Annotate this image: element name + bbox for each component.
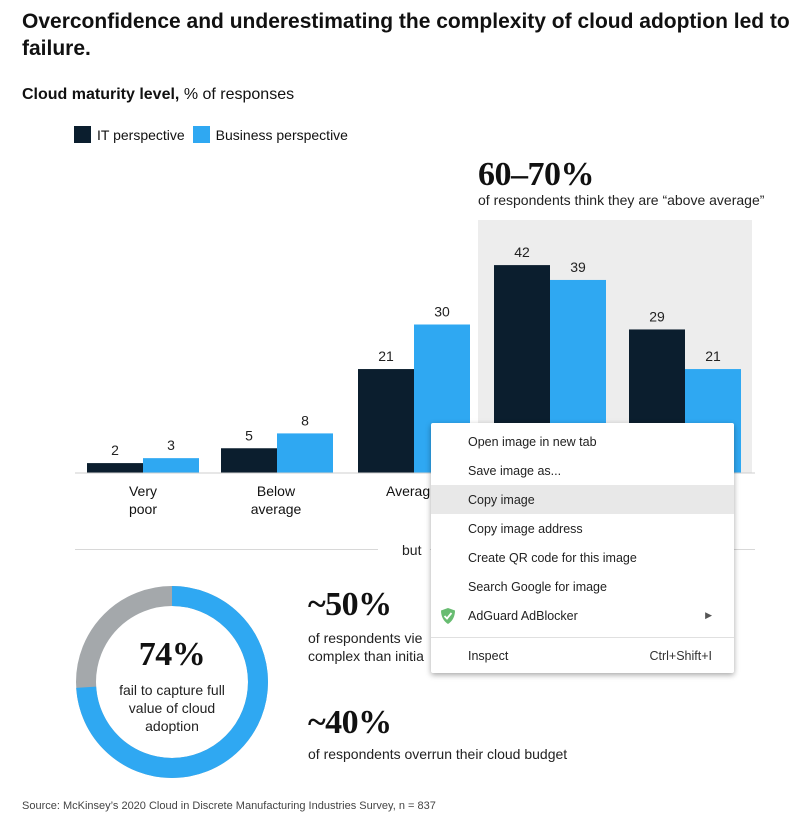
menu-item-label: Search Google for image bbox=[468, 579, 607, 594]
stat50-text: of respondents vie complex than initia bbox=[308, 629, 424, 665]
menu-item-label: Inspect bbox=[468, 648, 509, 663]
bar-it-below-average bbox=[221, 448, 277, 473]
menu-item-inspect[interactable]: Inspect Ctrl+Shift+I bbox=[431, 641, 734, 670]
x-tick-average: Averag bbox=[386, 482, 430, 500]
but-text: but bbox=[402, 542, 422, 558]
legend-item-business: Business perspective bbox=[192, 126, 348, 143]
callout-top-text: of respondents think they are “above ave… bbox=[478, 192, 765, 208]
donut-chart bbox=[76, 586, 268, 778]
bar-business-very-poor bbox=[143, 458, 199, 473]
x-tick-below-average-line1: Below bbox=[256, 483, 296, 499]
chart-subtitle: Cloud maturity level, % of responses bbox=[22, 86, 294, 104]
x-tick-very-poor-line1: Very bbox=[128, 483, 157, 499]
submenu-arrow-icon: ▶ bbox=[705, 610, 712, 620]
menu-item-label: AdGuard AdBlocker bbox=[468, 608, 578, 623]
bar-it-average bbox=[358, 369, 414, 473]
menu-separator bbox=[431, 637, 734, 638]
menu-item-copy-image-address[interactable]: Copy image address bbox=[431, 514, 734, 543]
donut-caption-line2: value of cloud bbox=[128, 700, 216, 716]
stat40-value: ~40% bbox=[308, 704, 392, 741]
legend-item-it: IT perspective bbox=[74, 126, 185, 143]
divider-left bbox=[75, 549, 378, 550]
bar-label-business-very-poor: 3 bbox=[167, 437, 175, 453]
bar-label-it-above-average: 42 bbox=[514, 244, 530, 260]
bar-label-it-very-poor: 2 bbox=[111, 442, 119, 458]
stat50-line1: of respondents vie bbox=[308, 630, 423, 646]
menu-item-label: Copy image address bbox=[468, 521, 583, 536]
menu-item-save-image-as[interactable]: Save image as... bbox=[431, 456, 734, 485]
menu-item-label: Create QR code for this image bbox=[468, 550, 637, 565]
page-title: Overconfidence and underestimating the c… bbox=[22, 10, 790, 60]
inspect-shortcut: Ctrl+Shift+I bbox=[649, 648, 712, 663]
menu-item-create-qr-code[interactable]: Create QR code for this image bbox=[431, 543, 734, 572]
context-menu: Open image in new tab Save image as... C… bbox=[431, 423, 734, 673]
subtitle-bold: Cloud maturity level, bbox=[22, 86, 180, 103]
x-tick-very-poor: Very poor bbox=[103, 482, 183, 518]
menu-item-adguard[interactable]: AdGuard AdBlocker ▶ bbox=[431, 601, 734, 630]
legend-label-business: Business perspective bbox=[215, 126, 348, 143]
bar-label-business-below-average: 8 bbox=[301, 412, 309, 428]
menu-item-label: Save image as... bbox=[468, 463, 562, 478]
x-tick-average-line1: Averag bbox=[386, 483, 431, 499]
menu-item-label: Copy image bbox=[468, 492, 535, 507]
stat50-value: ~50% bbox=[308, 586, 392, 623]
donut-caption-line3: adoption bbox=[145, 718, 199, 734]
adguard-shield-icon bbox=[441, 608, 455, 624]
subtitle-rest: % of responses bbox=[179, 86, 295, 103]
bar-label-it-below-average: 5 bbox=[245, 427, 253, 443]
bar-label-it-excellent: 29 bbox=[649, 308, 665, 324]
stat50-line2: complex than initia bbox=[308, 648, 424, 664]
bar-label-it-average: 21 bbox=[378, 348, 394, 364]
bar-label-business-average: 30 bbox=[434, 304, 450, 320]
menu-item-copy-image[interactable]: Copy image bbox=[431, 485, 734, 514]
donut-arc-74 bbox=[76, 586, 268, 778]
x-tick-below-average: Below average bbox=[236, 482, 316, 518]
menu-item-search-google-image[interactable]: Search Google for image bbox=[431, 572, 734, 601]
chart-legend: IT perspective Business perspective bbox=[74, 126, 356, 143]
stat40-text: of respondents overrun their cloud budge… bbox=[308, 746, 568, 762]
legend-label-it: IT perspective bbox=[97, 126, 185, 143]
bar-it-very-poor bbox=[87, 463, 143, 473]
bar-business-below-average bbox=[277, 433, 333, 473]
bar-label-business-above-average: 39 bbox=[570, 259, 586, 275]
donut-value: 74% bbox=[138, 636, 206, 673]
bar-label-business-excellent: 21 bbox=[705, 348, 721, 364]
legend-swatch-it bbox=[74, 126, 91, 143]
menu-item-label: Open image in new tab bbox=[468, 434, 597, 449]
callout-top-value: 60–70% bbox=[478, 156, 595, 193]
x-tick-below-average-line2: average bbox=[250, 501, 302, 517]
x-tick-very-poor-line2: poor bbox=[128, 501, 158, 517]
donut-caption: fail to capture full value of cloud adop… bbox=[74, 681, 270, 735]
source-note: Source: McKinsey’s 2020 Cloud in Discret… bbox=[22, 800, 436, 812]
donut-caption-line1: fail to capture full bbox=[119, 682, 225, 698]
legend-swatch-business bbox=[192, 126, 210, 143]
menu-item-open-image-new-tab[interactable]: Open image in new tab bbox=[431, 427, 734, 456]
